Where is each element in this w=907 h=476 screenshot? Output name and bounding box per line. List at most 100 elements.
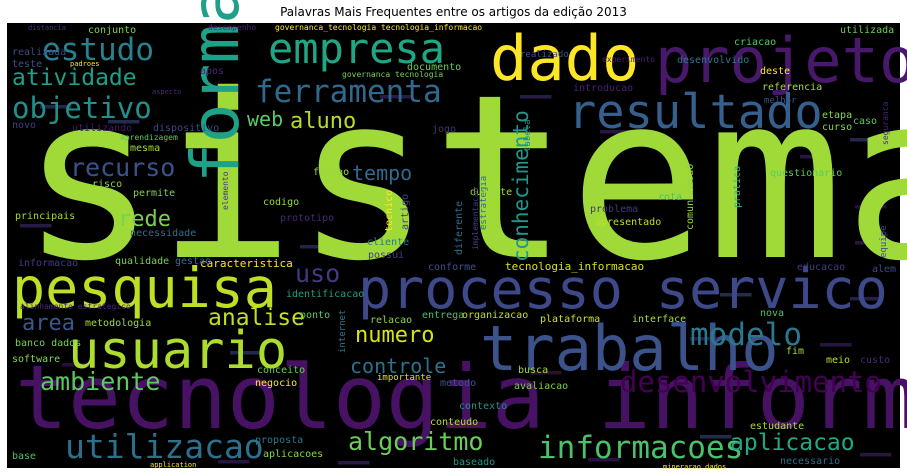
word-referencia: referencia xyxy=(762,82,822,93)
word-educacao: educacao xyxy=(797,262,845,273)
word-teste: teste xyxy=(12,59,42,70)
word-cloud: sistema tecnologia informacaotrabalho dado… xyxy=(12,0,907,471)
word-sistema: sistema xyxy=(20,45,907,311)
word-interface: interface xyxy=(632,314,686,325)
word-plataforma: plataforma xyxy=(540,314,600,325)
word-analise: analise xyxy=(208,305,305,331)
word-possui: possui xyxy=(368,250,404,261)
word-pesquisa: pesquisa xyxy=(12,256,277,320)
word-seguranca: seguranca xyxy=(881,101,890,145)
word-ferramenta: ferramenta xyxy=(255,74,442,110)
word-prototipo: prototipo xyxy=(280,213,334,224)
word-processo-servico: processo servico xyxy=(358,257,888,321)
faint-filler-word xyxy=(600,130,632,134)
word-rota: rota xyxy=(658,192,682,203)
word-application: application xyxy=(150,461,196,469)
word-utilizando: utilizando xyxy=(72,123,132,134)
word-experimento: experimento xyxy=(602,55,655,64)
word-contexto: contexto xyxy=(459,401,507,412)
faint-filler-word xyxy=(108,120,140,124)
word-tecnico: tecnico xyxy=(384,190,395,232)
faint-filler-word xyxy=(850,297,882,301)
cloud-background xyxy=(7,23,900,468)
faint-filler-word xyxy=(218,460,250,464)
faint-filler-word xyxy=(860,453,892,457)
faint-filler-word xyxy=(820,343,852,347)
word-busca: busca xyxy=(518,365,548,376)
word-ambiente: ambiente xyxy=(40,367,160,396)
word-organizacao: organizacao xyxy=(462,310,528,321)
word-modelo: modelo xyxy=(690,317,802,353)
word-web: web xyxy=(247,107,283,131)
word-utilizada: utilizada xyxy=(840,25,894,36)
faint-filler-word xyxy=(690,337,722,341)
word-resultado: resultado xyxy=(568,85,823,140)
word-tecnologia-informacao: tecnologia informacao xyxy=(15,346,907,449)
word-introducao: introducao xyxy=(573,83,633,94)
word-pratica: pratica xyxy=(732,166,743,208)
word-aspecto: aspecto xyxy=(152,88,182,96)
word-tabela: tabela xyxy=(523,119,533,152)
faint-filler-word xyxy=(600,240,632,244)
word-mesma: mesma xyxy=(130,143,160,154)
word-funcao: funcao xyxy=(313,167,349,178)
word-trabalho: trabalho xyxy=(480,312,779,385)
word-conforme: conforme xyxy=(428,262,476,273)
word-empresa: empresa xyxy=(268,24,445,73)
faint-filler-word xyxy=(62,363,94,367)
word-tempo: tempo xyxy=(352,161,412,185)
word-governanca-tecnologia: governanca tecnologia xyxy=(342,70,443,79)
word-metodo: metodo xyxy=(440,378,476,389)
word-novo: novo xyxy=(12,120,36,131)
faint-filler-word xyxy=(380,95,412,99)
word-algoritmo: algoritmo xyxy=(348,427,483,456)
faint-filler-word xyxy=(855,205,887,209)
word-etapa: etapa xyxy=(822,110,852,121)
word-risco: risco xyxy=(92,179,122,190)
faint-filler-word xyxy=(530,371,562,375)
word-negocio: negocio xyxy=(255,378,297,389)
word-aprendizagem: aprendizagem xyxy=(120,133,178,142)
faint-filler-word xyxy=(230,351,262,355)
word-caso: caso xyxy=(853,116,877,127)
word-durante: durante xyxy=(470,187,512,198)
word-gestao: gestao xyxy=(175,256,211,267)
word-area: area xyxy=(22,311,75,336)
word-avaliacao: avaliacao xyxy=(514,381,568,392)
word-aluno: aluno xyxy=(290,109,356,134)
faint-filler-word xyxy=(720,293,752,297)
word-codigo: codigo xyxy=(263,197,299,208)
word-metodologia: metodologia xyxy=(85,318,151,329)
word-uso: uso xyxy=(295,259,340,288)
word-custo: custo xyxy=(860,355,890,366)
word-conjunto: conjunto xyxy=(88,25,136,36)
word-necessidade: necessidade xyxy=(130,228,196,239)
word-apos: apos xyxy=(200,66,224,77)
word-documento: documento xyxy=(407,62,461,73)
word-governanca-tecnologia-tecnologia-informacao: governanca_tecnologia tecnologia_informa… xyxy=(275,23,482,32)
word-desenvolvimento: desenvolvimento xyxy=(620,365,882,399)
word-atividade: atividade xyxy=(12,65,137,91)
word-equipe: equipe xyxy=(879,225,889,258)
word-rede: rede xyxy=(118,207,171,232)
word-melhor: melhor xyxy=(764,96,797,106)
word-deste: deste xyxy=(760,66,790,77)
word-meio: meio xyxy=(826,355,850,366)
word-recurso: recurso xyxy=(70,153,175,182)
faint-filler-word xyxy=(520,95,552,99)
word-problema: problema xyxy=(590,204,638,215)
word-ponto: ponto xyxy=(300,310,330,321)
word-aplicacao: aplicacao xyxy=(730,430,855,456)
word-apresentado: apresentado xyxy=(595,217,661,228)
word-distancia: distancia xyxy=(28,24,66,32)
word-software: software xyxy=(12,354,60,365)
word-entrega: entrega xyxy=(422,310,464,321)
word-desempenho: desempenho xyxy=(208,23,256,32)
word-padroes: padroes xyxy=(70,60,100,68)
faint-filler-word xyxy=(850,138,882,142)
chart-title: Palavras Mais Frequentes entre os artigo… xyxy=(280,5,627,19)
word-aplicacoes: aplicacoes xyxy=(263,449,323,460)
word-dispositivo: dispositivo xyxy=(153,123,219,134)
word-estudante: estudante xyxy=(750,421,804,432)
word-permite: permite xyxy=(133,188,175,199)
